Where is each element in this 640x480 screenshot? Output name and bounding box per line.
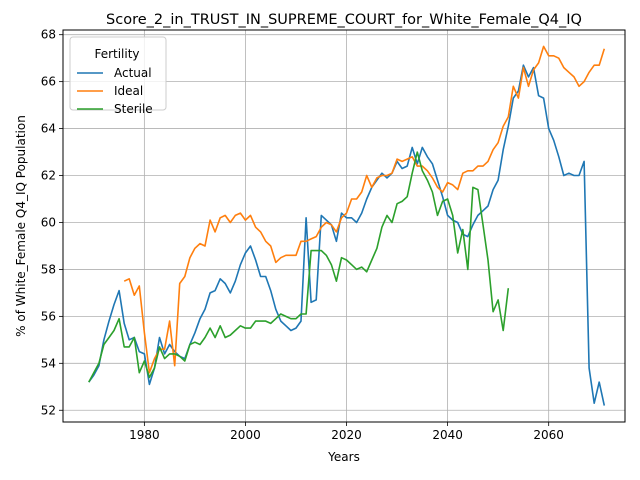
y-tick-label: 58	[41, 262, 56, 276]
legend-label-sterile: Sterile	[114, 102, 153, 116]
y-axis-title: % of White_Female Q4_IQ Population	[14, 115, 28, 337]
y-tick-label: 54	[41, 356, 56, 370]
y-tick-label: 52	[41, 403, 56, 417]
y-tick-label: 66	[41, 75, 56, 89]
x-tick-label: 2060	[533, 428, 564, 442]
legend-title: Fertility	[94, 47, 139, 61]
series-line-sterile	[88, 151, 510, 383]
legend-label-actual: Actual	[114, 66, 152, 80]
y-tick-label: 64	[41, 122, 56, 136]
series-line-actual	[88, 64, 606, 406]
axis-ticks: 1980 2000 2020 2040 2060 52 54 56 58 60 62 64 66 68	[41, 28, 564, 442]
series-line-ideal	[123, 45, 606, 374]
x-tick-label: 2000	[230, 428, 261, 442]
y-tick-label: 68	[41, 28, 56, 42]
chart-title: Score_2_in_TRUST_IN_SUPREME_COURT_for_Wh…	[106, 12, 582, 28]
y-tick-label: 56	[41, 309, 56, 323]
series-lines	[88, 45, 606, 406]
x-axis-title: Years	[327, 450, 360, 464]
x-tick-label: 2040	[432, 428, 463, 442]
y-tick-label: 62	[41, 169, 56, 183]
legend: Fertility Actual Ideal Sterile	[69, 36, 167, 116]
x-tick-label: 1980	[129, 428, 160, 442]
x-tick-label: 2020	[331, 428, 362, 442]
y-tick-label: 60	[41, 215, 56, 229]
legend-items: Actual Ideal Sterile	[77, 66, 153, 116]
legend-label-ideal: Ideal	[114, 84, 143, 98]
plot-frame	[62, 29, 626, 423]
